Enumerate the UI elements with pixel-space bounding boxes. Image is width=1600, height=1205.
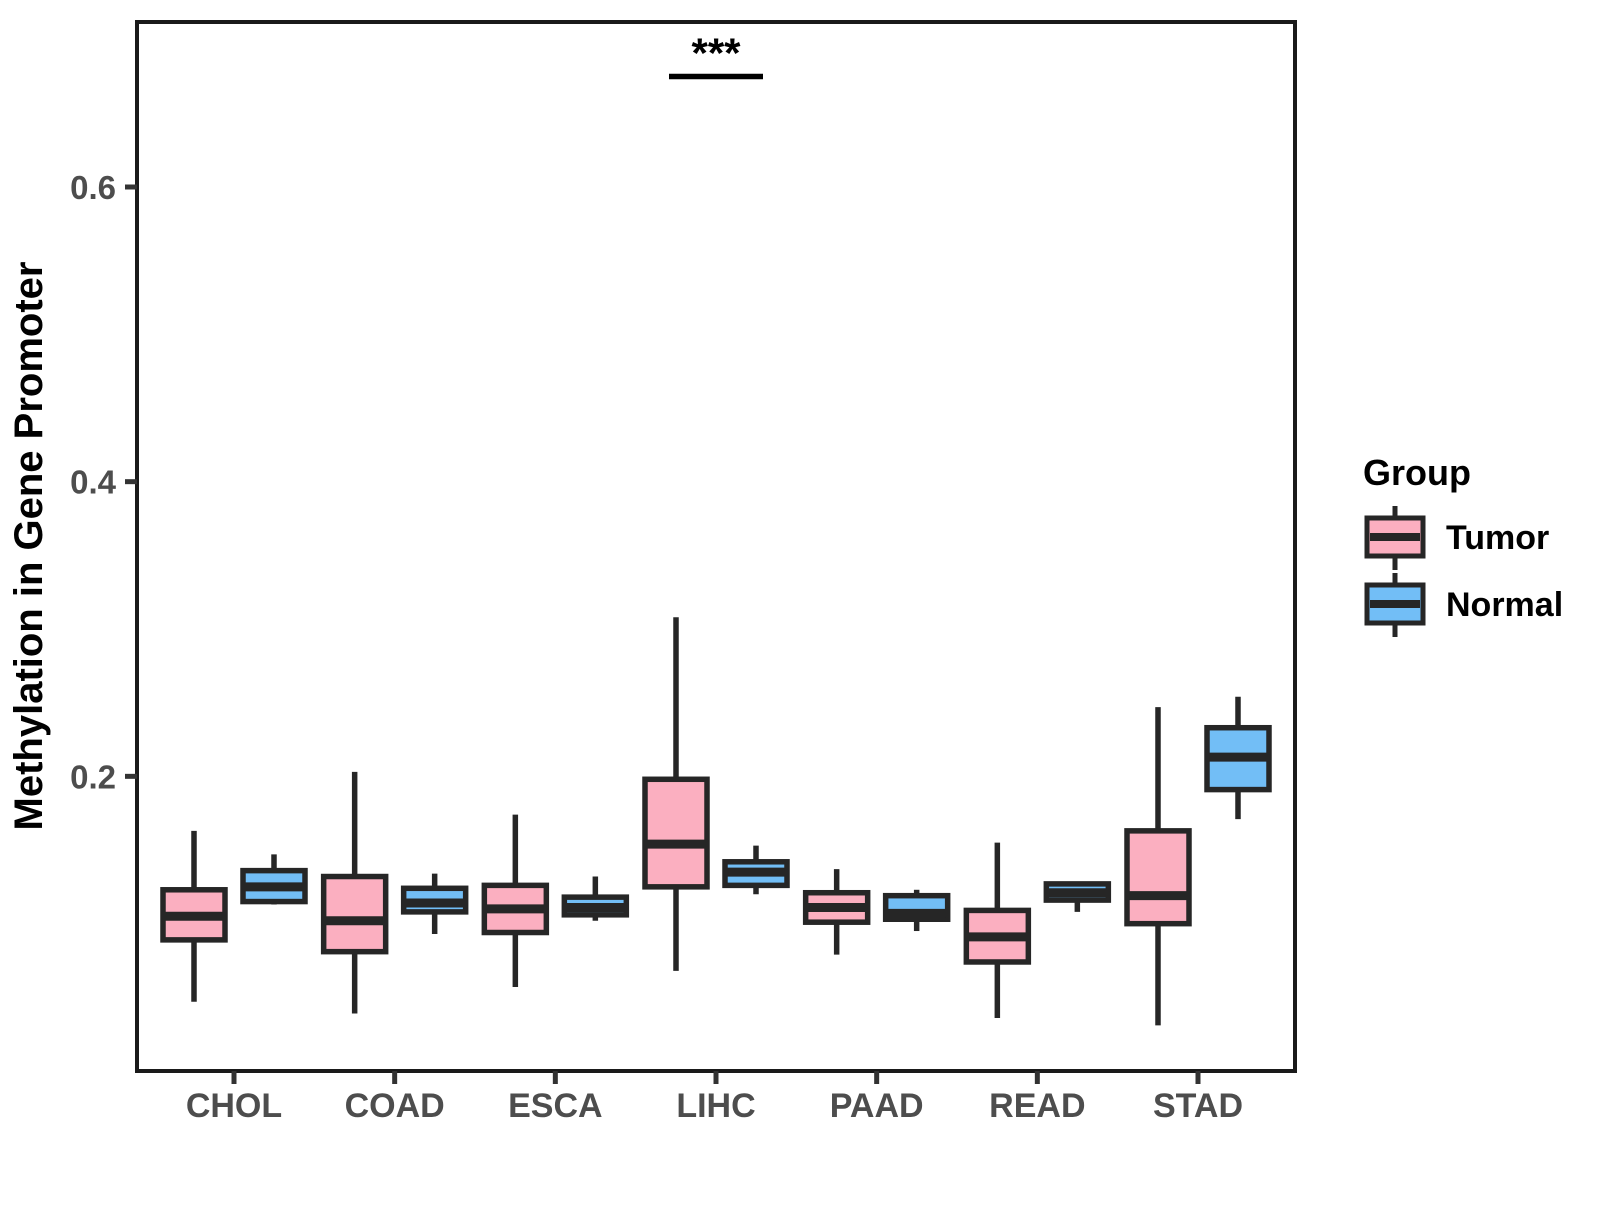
box-tumor-COAD [320, 873, 389, 955]
x-tick-label-LIHC: LIHC [676, 1087, 755, 1125]
x-tick-label-READ: READ [989, 1087, 1085, 1125]
x-tick-label-ESCA: ESCA [508, 1087, 602, 1125]
x-tick-label-STAD: STAD [1153, 1087, 1243, 1125]
legend: Group Tumor Normal [1363, 452, 1563, 637]
legend-label-normal: Normal [1446, 586, 1563, 624]
y-tick-label-0.6: 0.6 [70, 169, 116, 206]
axis-layer: 0.2 0.4 0.6 CHOL COAD ESCA LIHC PAAD READ STAD [70, 169, 1243, 1125]
box-tumor-LIHC [642, 776, 710, 890]
panel-border [135, 20, 1297, 1073]
y-tick-label-0.4: 0.4 [70, 464, 117, 501]
legend-title: Group [1363, 452, 1471, 493]
legend-key-normal-icon [1364, 573, 1426, 637]
y-axis-title: Methylation in Gene Promoter [7, 262, 51, 831]
legend-key-tumor-icon [1364, 506, 1426, 570]
significance-annotation: *** [669, 30, 763, 80]
significance-stars: *** [691, 30, 741, 77]
x-tick-label-COAD: COAD [345, 1087, 445, 1125]
legend-label-tumor: Tumor [1446, 519, 1549, 557]
boxplot-layer [160, 617, 1272, 1026]
x-tick-label-CHOL: CHOL [186, 1087, 282, 1125]
box-tumor-STAD [1124, 828, 1192, 927]
x-tick-label-PAAD: PAAD [830, 1087, 924, 1125]
y-tick-label-0.2: 0.2 [70, 758, 116, 795]
